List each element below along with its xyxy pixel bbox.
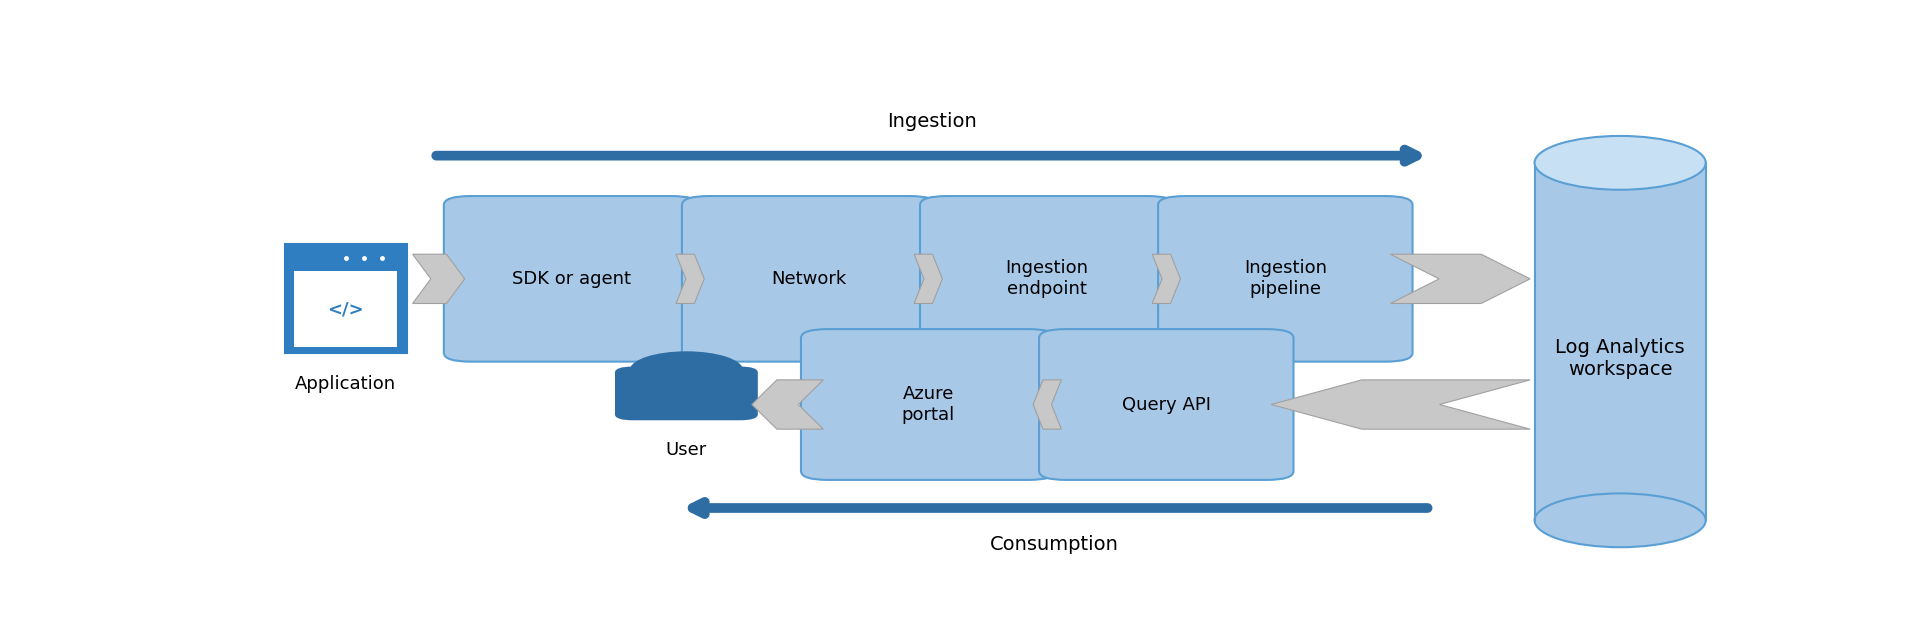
Text: Consumption: Consumption — [991, 535, 1119, 554]
Polygon shape — [1152, 254, 1181, 303]
Circle shape — [630, 351, 743, 388]
FancyBboxPatch shape — [682, 196, 937, 362]
Text: Ingestion
endpoint: Ingestion endpoint — [1006, 259, 1089, 298]
Text: Ingestion
pipeline: Ingestion pipeline — [1244, 259, 1327, 298]
FancyBboxPatch shape — [1039, 329, 1294, 480]
FancyBboxPatch shape — [614, 367, 758, 420]
FancyBboxPatch shape — [1158, 196, 1413, 362]
Text: Log Analytics
workspace: Log Analytics workspace — [1555, 339, 1686, 380]
FancyBboxPatch shape — [444, 196, 699, 362]
Text: Application: Application — [296, 375, 396, 393]
Text: Network: Network — [772, 270, 847, 288]
Text: Ingestion: Ingestion — [887, 112, 977, 131]
Polygon shape — [676, 254, 705, 303]
FancyBboxPatch shape — [801, 329, 1056, 480]
Polygon shape — [1390, 254, 1530, 303]
Polygon shape — [1271, 380, 1530, 429]
Bar — [1534, 163, 1705, 520]
Text: </>: </> — [326, 300, 365, 319]
Text: SDK or agent: SDK or agent — [511, 270, 630, 288]
Text: Query API: Query API — [1121, 396, 1212, 413]
Bar — [294, 271, 397, 348]
Polygon shape — [413, 254, 465, 303]
Polygon shape — [914, 254, 943, 303]
FancyBboxPatch shape — [284, 244, 407, 353]
Text: Azure
portal: Azure portal — [902, 385, 954, 424]
Ellipse shape — [1534, 136, 1705, 189]
Ellipse shape — [1534, 493, 1705, 547]
Polygon shape — [753, 380, 824, 429]
Text: User: User — [666, 442, 707, 460]
FancyBboxPatch shape — [920, 196, 1175, 362]
Polygon shape — [1033, 380, 1062, 429]
